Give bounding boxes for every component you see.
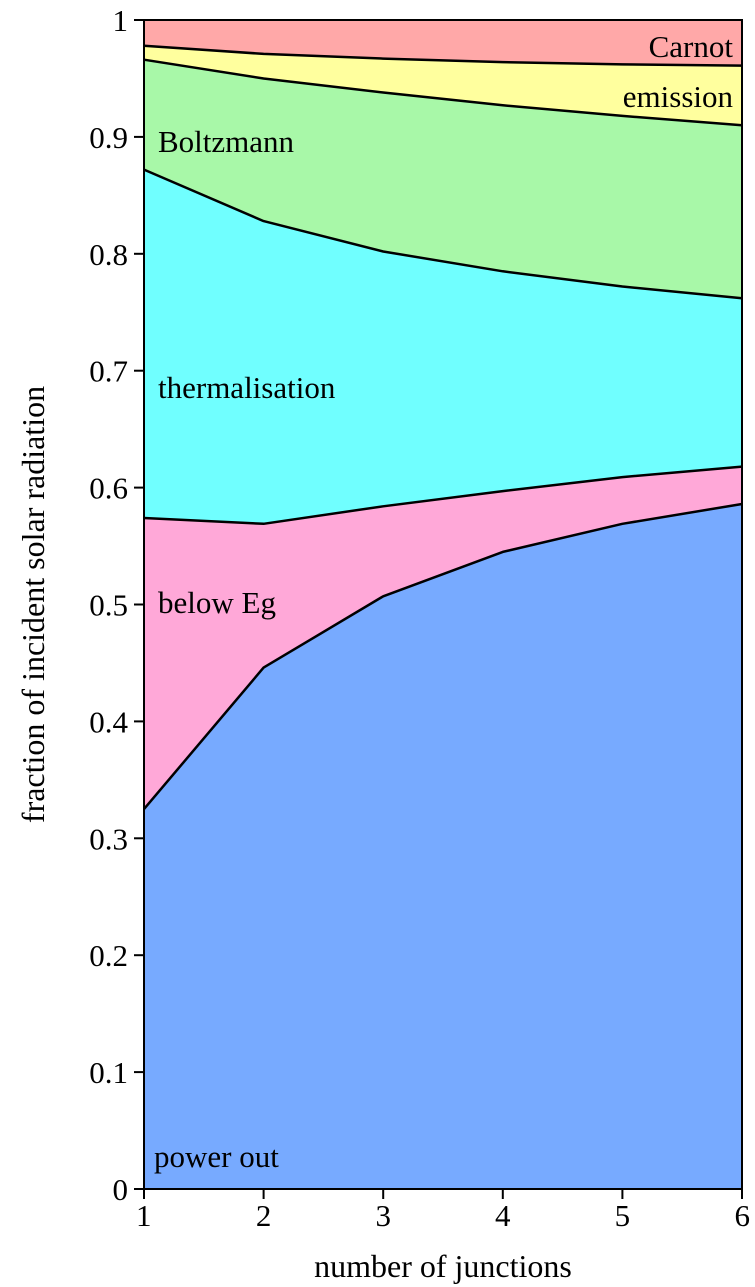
x-tick-label: 5 xyxy=(615,1198,631,1233)
boundary-below-eg xyxy=(143,465,743,526)
y-tick-label: 0.1 xyxy=(89,1055,128,1090)
x-tick-label: 2 xyxy=(256,1198,272,1233)
band-label-thermalisation: thermalisation xyxy=(158,370,336,405)
boundary-thermalisation xyxy=(143,168,743,300)
band-label-power-out: power out xyxy=(154,1139,279,1174)
band-labels: power out below Eg thermalisation Boltzmann… xyxy=(154,29,733,1174)
y-tick-label: 0 xyxy=(113,1172,129,1207)
y-tick-label: 0.7 xyxy=(89,354,128,389)
band-boltzmann xyxy=(144,59,742,299)
boundary-boltzmann xyxy=(143,58,743,127)
y-tick-label: 0.4 xyxy=(89,704,128,739)
band-label-boltzmann: Boltzmann xyxy=(158,124,295,159)
y-axis-title: fraction of incident solar radiation xyxy=(15,386,51,823)
area-bands xyxy=(144,20,742,1189)
boundary-emission xyxy=(143,44,743,67)
x-tick-label: 6 xyxy=(735,1198,751,1233)
y-tick-label: 0.3 xyxy=(89,821,128,856)
y-tick-label: 0.2 xyxy=(89,938,128,973)
y-tick-label: 1 xyxy=(113,3,129,38)
band-emission xyxy=(144,45,742,126)
y-tick-label: 0.5 xyxy=(89,588,128,623)
band-label-carnot: Carnot xyxy=(649,29,734,64)
y-tick-label: 0.6 xyxy=(89,471,128,506)
x-tick-label: 3 xyxy=(375,1198,391,1233)
band-label-emission: emission xyxy=(623,79,734,114)
y-tick-label: 0.9 xyxy=(89,120,128,155)
y-axis: 0 0.1 0.2 0.3 0.4 0.5 0.6 0.7 0.8 0.9 1 xyxy=(89,3,144,1207)
y-tick-label: 0.8 xyxy=(89,237,128,272)
x-tick-label: 4 xyxy=(495,1198,511,1233)
band-boundaries xyxy=(143,44,743,810)
band-below-eg xyxy=(144,466,742,810)
band-power-out xyxy=(144,504,742,1189)
boundary-power-out xyxy=(143,502,743,810)
x-axis: 1 2 3 4 5 6 xyxy=(136,1189,750,1233)
band-thermalisation xyxy=(144,169,742,524)
x-axis-title: number of junctions xyxy=(314,1248,572,1284)
x-tick-label: 1 xyxy=(136,1198,152,1233)
band-label-below-eg: below Eg xyxy=(158,585,276,620)
